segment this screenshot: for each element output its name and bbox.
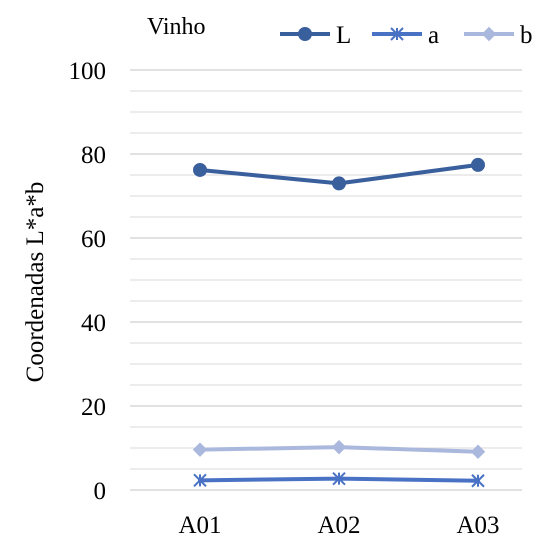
legend-item-a: a [372,22,439,49]
gridlines [130,69,522,491]
legend-marker [481,26,497,42]
y-tick-label: 100 [69,58,107,85]
y-tick-label: 60 [81,226,106,253]
legend-item-L: L [280,22,351,49]
x-tick-label: A03 [456,512,499,539]
data-point-b [470,444,486,459]
y-tick-label: 80 [81,142,106,169]
data-point-L [471,157,485,172]
legend-item-b: b [464,22,533,49]
series-lines [192,157,486,488]
legend-label: a [428,22,439,49]
data-point-b [192,442,208,457]
series-a [193,471,485,488]
legend-label: L [336,22,351,49]
series-L [193,157,485,191]
y-tick-label: 0 [94,478,107,505]
legend-marker [298,27,312,41]
data-point-L [332,176,346,191]
x-tick-label: A01 [178,512,221,539]
x-tick-label: A02 [317,512,360,539]
data-point-a [193,473,207,488]
series-b [192,439,486,459]
data-point-a [332,471,346,486]
legend-marker [390,27,404,41]
data-point-b [331,439,347,455]
legend-label: b [520,22,533,49]
y-axis-ticks: 0 20 40 60 80 100 [69,58,107,505]
x-axis-ticks: A01 A02 A03 [178,512,499,539]
y-axis-title: Coordenadas L*a*b [22,182,49,383]
y-tick-label: 20 [81,394,106,421]
data-point-a [471,474,485,488]
data-point-L [193,162,207,177]
chart-title: Vinho [147,14,206,40]
y-tick-label: 40 [81,310,106,337]
